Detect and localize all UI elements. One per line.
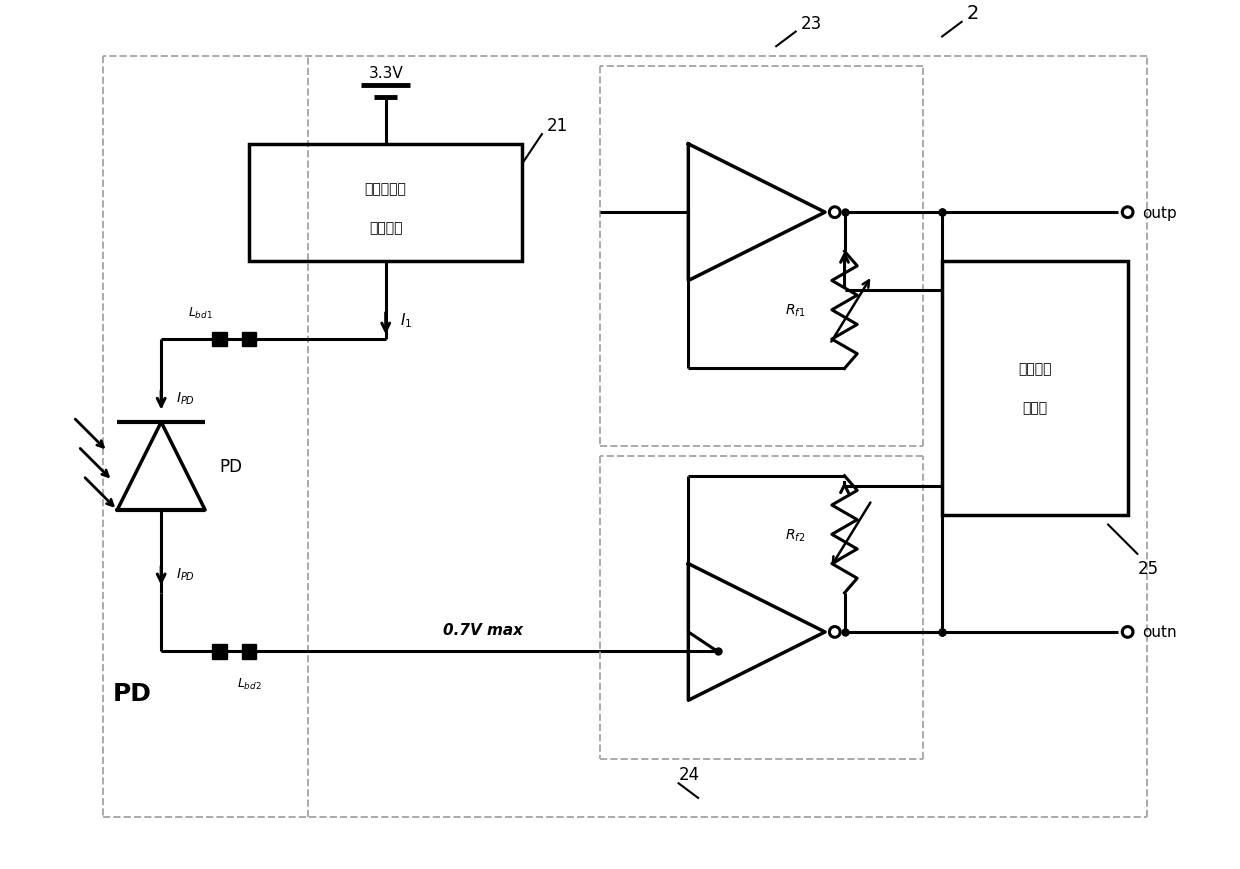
Bar xyxy=(212,645,227,659)
Text: 度指示器: 度指示器 xyxy=(370,221,403,235)
Text: $L_{bd1}$: $L_{bd1}$ xyxy=(187,305,212,320)
Text: 23: 23 xyxy=(801,15,822,32)
Bar xyxy=(242,645,257,659)
Text: 3.3V: 3.3V xyxy=(368,66,403,82)
Text: 自动增益: 自动增益 xyxy=(1018,362,1052,376)
Text: $I_{PD}$: $I_{PD}$ xyxy=(176,566,195,582)
Text: 接收信号强: 接收信号强 xyxy=(365,182,407,196)
Text: PD: PD xyxy=(113,681,151,706)
Bar xyxy=(242,332,257,347)
Bar xyxy=(249,144,522,262)
Text: $R_{f1}$: $R_{f1}$ xyxy=(785,302,806,319)
Text: $I_{PD}$: $I_{PD}$ xyxy=(176,390,195,407)
Text: outn: outn xyxy=(1142,625,1177,640)
Text: 控制器: 控制器 xyxy=(1022,401,1048,415)
Text: PD: PD xyxy=(219,457,243,475)
Text: 25: 25 xyxy=(1137,559,1158,577)
Text: $L_{bd2}$: $L_{bd2}$ xyxy=(237,676,262,691)
Text: 21: 21 xyxy=(547,117,568,135)
Text: outp: outp xyxy=(1142,205,1177,221)
Text: $R_{f2}$: $R_{f2}$ xyxy=(785,527,806,543)
Text: $I_1$: $I_1$ xyxy=(401,311,413,329)
Text: 2: 2 xyxy=(966,3,978,23)
Bar xyxy=(212,332,227,347)
Text: 0.7V max: 0.7V max xyxy=(444,622,523,637)
Bar xyxy=(942,262,1127,515)
Text: 24: 24 xyxy=(678,766,699,783)
